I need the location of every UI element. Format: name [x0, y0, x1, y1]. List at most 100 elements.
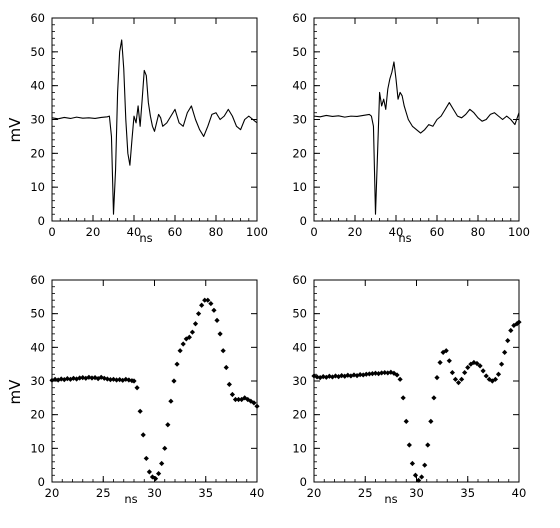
data-point	[180, 341, 186, 347]
x-tick-label: 20	[348, 225, 363, 239]
data-point	[77, 375, 83, 381]
data-point	[171, 378, 177, 384]
data-point	[498, 361, 505, 367]
y-tick-label: 20	[30, 146, 45, 160]
y-tick-label: 60	[30, 11, 45, 25]
data-point	[492, 376, 499, 382]
data-point	[474, 360, 480, 367]
data-point	[348, 373, 354, 379]
x-tick-label: 100	[246, 225, 268, 239]
data-point	[317, 375, 323, 381]
data-point	[214, 317, 220, 323]
y-tick-label: 0	[300, 475, 307, 489]
y-tick-label: 40	[30, 79, 45, 93]
y-axis-label: mV	[6, 117, 24, 143]
data-point	[329, 374, 336, 380]
data-point	[462, 369, 468, 376]
x-tick-label: 30	[409, 486, 424, 500]
data-point	[415, 477, 422, 483]
y-tick-label: 40	[292, 79, 307, 93]
data-point	[323, 374, 329, 380]
data-point	[465, 364, 471, 371]
data-point	[477, 363, 483, 369]
y-tick-label: 20	[30, 408, 45, 422]
data-point	[320, 374, 326, 380]
data-point	[159, 460, 165, 467]
y-tick-label: 10	[30, 441, 45, 455]
data-point	[143, 455, 149, 462]
data-point	[254, 403, 260, 409]
x-tick-label: 100	[508, 225, 530, 239]
data-point	[174, 361, 180, 367]
y-tick-label: 20	[292, 408, 307, 422]
data-point	[495, 371, 502, 377]
data-point	[385, 370, 391, 376]
x-tick-label: 20	[45, 486, 60, 500]
y-tick-label: 50	[292, 307, 307, 321]
panel-3: 0 10 20 30 40 50 60 20 25 30 35 40 ns mV	[6, 273, 264, 506]
data-point	[134, 385, 140, 391]
data-point	[226, 381, 232, 387]
data-point	[95, 376, 101, 382]
data-point	[89, 375, 95, 381]
y-tick-label: 10	[292, 180, 307, 194]
data-point	[92, 375, 98, 381]
x-tick-label: 20	[86, 225, 101, 239]
y-tick-label: 50	[30, 307, 45, 321]
data-point	[397, 376, 403, 382]
y-tick-label: 50	[30, 45, 45, 59]
data-point	[205, 297, 211, 303]
data-point	[379, 370, 385, 376]
y-tick-label: 50	[292, 45, 307, 59]
y-axis-label: mV	[6, 379, 24, 405]
data-point	[86, 374, 92, 380]
y-tick-label: 0	[38, 475, 45, 489]
x-tick-label: 25	[96, 486, 111, 500]
data-point	[186, 334, 192, 340]
data-point	[64, 376, 70, 382]
data-point	[177, 348, 183, 354]
data-point	[486, 376, 492, 382]
data-point	[152, 476, 159, 482]
panel-2: 0 10 20 30 40 50 60 0 20 40 60 80 100 ns	[292, 11, 530, 245]
x-tick-label: 40	[389, 225, 404, 239]
data-point	[217, 331, 223, 337]
x-tick-label: 80	[471, 225, 486, 239]
x-tick-label: 25	[358, 486, 373, 500]
data-point	[412, 472, 419, 478]
y-tick-label: 60	[292, 11, 307, 25]
data-point	[446, 358, 452, 364]
data-point	[455, 380, 462, 386]
data-point	[192, 321, 199, 327]
x-tick-label: 30	[147, 486, 162, 500]
series-line	[51, 39, 258, 215]
panel-4: 0 10 20 30 40 50 60 20 25 30 35 40 ns	[292, 273, 526, 506]
y-tick-label: 0	[38, 214, 45, 228]
x-tick-label: 35	[198, 486, 213, 500]
data-point	[67, 376, 74, 382]
y-tick-label: 30	[292, 374, 307, 388]
data-point	[428, 418, 434, 424]
data-point	[137, 408, 143, 414]
x-tick-label: 40	[512, 486, 527, 500]
data-point	[70, 375, 77, 381]
y-tick-label: 40	[30, 340, 45, 354]
data-point	[516, 319, 522, 325]
panel-1: 0 10 20 30 40 50 60 0 20 40 60 80 100 ns mV	[6, 11, 268, 245]
data-point	[80, 375, 86, 381]
data-point	[440, 349, 446, 355]
data-point	[223, 364, 229, 371]
y-tick-label: 30	[292, 113, 307, 127]
x-axis-label: ns	[124, 492, 137, 506]
plot-frame	[313, 17, 520, 222]
plot-frame	[51, 17, 258, 222]
data-point	[336, 374, 342, 380]
x-axis-label: ns	[139, 231, 152, 245]
data-point	[314, 374, 320, 380]
data-point	[168, 398, 174, 404]
data-point	[394, 372, 400, 378]
data-point	[400, 395, 406, 401]
data-point	[437, 359, 443, 366]
